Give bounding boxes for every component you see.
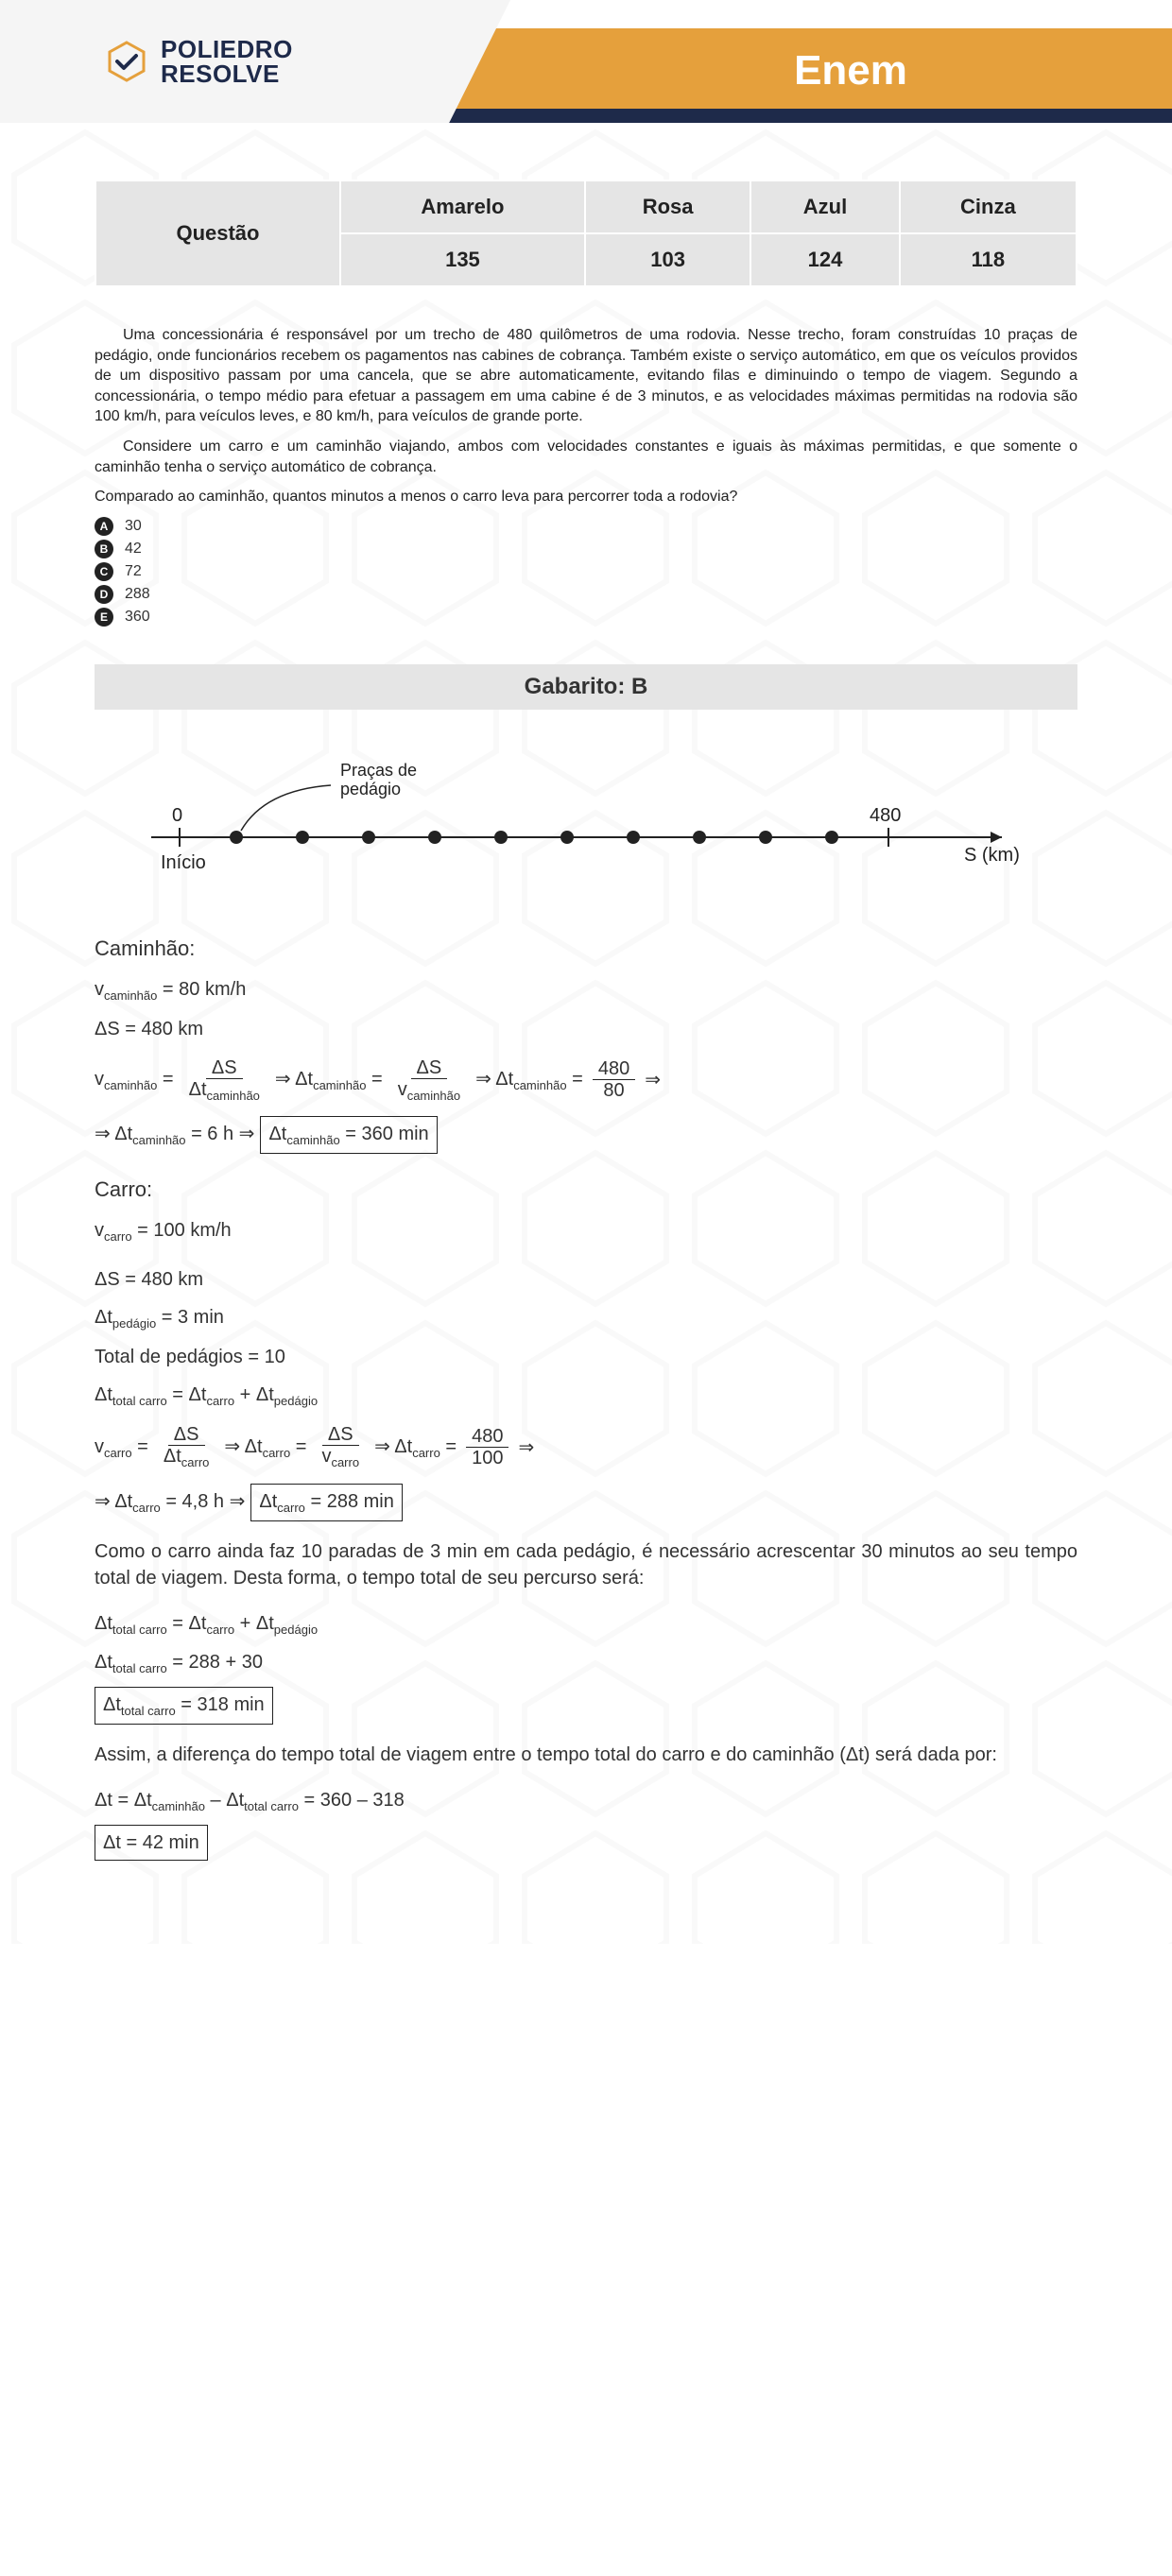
carro-eq-row-1: vcarro = ΔSΔtcarro ⇒ Δtcarro = ΔSvcarro … <box>95 1424 1077 1469</box>
header-logo-area: POLIEDRO RESOLVE <box>0 0 510 123</box>
alt-bullet-b: B <box>95 540 113 558</box>
logo-line1: POLIEDRO <box>161 37 293 61</box>
solution-paragraph-2: Assim, a diferença do tempo total de via… <box>95 1742 1077 1768</box>
alt-bullet-c: C <box>95 562 113 581</box>
carro-ds: ΔS = 480 km <box>95 1264 1077 1295</box>
carro-result-box: Δtcarro = 288 min <box>250 1484 403 1521</box>
diagram-pracas-label-1: Praças de <box>340 761 417 780</box>
exam-title: Enem <box>794 47 907 94</box>
total-eq1: Δttotal carro = Δtcarro + Δtpedágio <box>95 1608 1077 1640</box>
alternative-a: A 30 <box>95 517 1077 536</box>
carro-heading: Carro: <box>95 1173 1077 1206</box>
diagram-end-label: 480 <box>870 805 901 826</box>
alt-bullet-a: A <box>95 517 113 536</box>
table-row-label: Questão <box>95 180 340 286</box>
question-paragraph-2: Considere um carro e um caminhão viajand… <box>95 437 1077 477</box>
caminhao-eq-row-1: vcaminhão = ΔSΔtcaminhão ⇒ Δtcaminhão = … <box>95 1057 1077 1103</box>
question-prompt: Comparado ao caminhão, quantos minutos a… <box>95 487 1077 507</box>
total-eq2: Δttotal carro = 288 + 30 <box>95 1647 1077 1679</box>
col-amarelo: Amarelo <box>340 180 585 233</box>
alternative-c: C 72 <box>95 562 1077 581</box>
header-navy-strip <box>378 109 1172 123</box>
caminhao-v: vcaminhão = 80 km/h <box>95 974 1077 1006</box>
carro-total-ped: Total de pedágios = 10 <box>95 1342 1077 1372</box>
alternatives-list: A 30 B 42 C 72 D 288 E 360 <box>95 517 1077 627</box>
diagram-pracas-label-2: pedágio <box>340 780 401 799</box>
diagram-inicio-label: Início <box>161 852 206 873</box>
alt-text-e: 360 <box>125 609 150 626</box>
alt-text-b: 42 <box>125 541 142 558</box>
answer-key-bar: Gabarito: B <box>95 664 1077 710</box>
carro-eq-row-2: ⇒ Δtcarro = 4,8 h ⇒ Δtcarro = 288 min <box>95 1484 1077 1521</box>
val-cinza: 118 <box>900 233 1077 286</box>
final-eq1: Δt = Δtcaminhão – Δttotal carro = 360 – … <box>95 1785 1077 1817</box>
solution-paragraph-1: Como o carro ainda faz 10 paradas de 3 m… <box>95 1538 1077 1591</box>
road-diagram: Praças de pedágio 0 Início 480 S (km) <box>95 757 1077 894</box>
alt-text-a: 30 <box>125 518 142 535</box>
alternative-b: B 42 <box>95 540 1077 558</box>
val-azul: 124 <box>750 233 899 286</box>
col-azul: Azul <box>750 180 899 233</box>
solution-block: Caminhão: vcaminhão = 80 km/h ΔS = 480 k… <box>95 932 1077 1861</box>
diagram-start-label: 0 <box>172 805 182 826</box>
alternative-d: D 288 <box>95 585 1077 604</box>
caminhao-ds: ΔS = 480 km <box>95 1014 1077 1044</box>
carro-v: vcarro = 100 km/h <box>95 1215 1077 1247</box>
logo-hex-icon <box>104 39 149 84</box>
alt-text-c: 72 <box>125 563 142 580</box>
logo: POLIEDRO RESOLVE <box>104 37 293 86</box>
alt-bullet-e: E <box>95 608 113 627</box>
alternative-e: E 360 <box>95 608 1077 627</box>
alt-text-d: 288 <box>125 586 150 603</box>
caminhao-result-box: Δtcaminhão = 360 min <box>260 1116 437 1154</box>
alt-bullet-d: D <box>95 585 113 604</box>
question-number-table: Questão Amarelo Rosa Azul Cinza 135 103 … <box>95 180 1077 287</box>
header-orange-banner: Enem <box>378 28 1172 113</box>
val-amarelo: 135 <box>340 233 585 286</box>
carro-dtped: Δtpedágio = 3 min <box>95 1302 1077 1334</box>
table-header-row: Questão Amarelo Rosa Azul Cinza <box>95 180 1077 233</box>
final-eq2: Δt = 42 min <box>95 1825 1077 1861</box>
val-rosa: 103 <box>585 233 750 286</box>
content-area: Questão Amarelo Rosa Azul Cinza 135 103 … <box>0 123 1172 1944</box>
carro-dttotal: Δttotal carro = Δtcarro + Δtpedágio <box>95 1380 1077 1412</box>
col-rosa: Rosa <box>585 180 750 233</box>
diagram-axis-label: S (km) <box>964 845 1020 866</box>
col-cinza: Cinza <box>900 180 1077 233</box>
caminhao-eq-row-2: ⇒ Δtcaminhão = 6 h ⇒ Δtcaminhão = 360 mi… <box>95 1116 1077 1154</box>
total-eq3: Δttotal carro = 318 min <box>95 1687 1077 1725</box>
page-header: Enem POLIEDRO RESOLVE <box>0 0 1172 123</box>
logo-line2: RESOLVE <box>161 61 293 86</box>
logo-text: POLIEDRO RESOLVE <box>161 37 293 86</box>
caminhao-heading: Caminhão: <box>95 932 1077 965</box>
question-paragraph-1: Uma concessionária é responsável por um … <box>95 325 1077 427</box>
